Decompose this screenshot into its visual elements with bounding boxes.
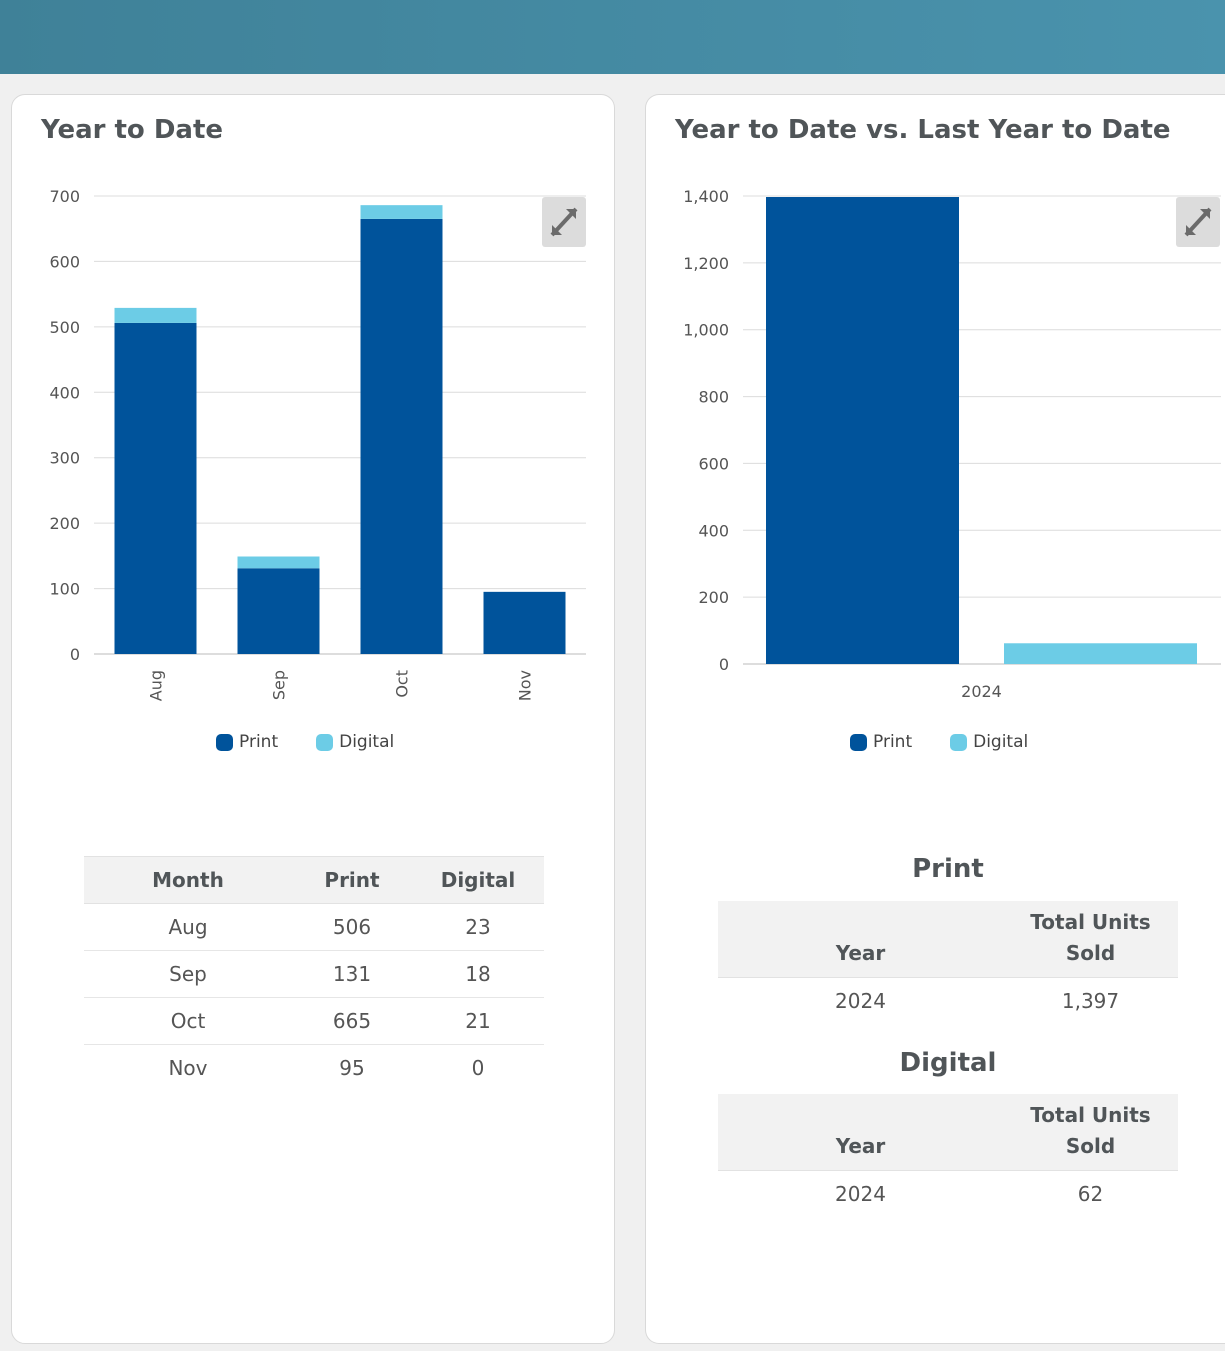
y-tick-label: 700: [49, 187, 80, 206]
y-tick-label: 500: [49, 318, 80, 337]
chart-legend: Print Digital: [216, 732, 394, 752]
y-tick-label: 400: [49, 383, 80, 402]
bar-print-oct[interactable]: [360, 218, 443, 654]
y-tick-label: 400: [698, 521, 729, 540]
y-tick-label: 200: [49, 514, 80, 533]
year-to-date-card: Year to Date 0 100 200 300 400 500 600 700 Aug Se…: [11, 94, 615, 1344]
y-tick-label: 1,200: [683, 254, 729, 273]
legend-label: Print: [239, 732, 279, 752]
bar-digital-sep[interactable]: [237, 556, 320, 569]
legend-swatch-digital: [316, 733, 334, 751]
x-tick-label: Aug: [147, 670, 166, 701]
expand-icon: [1184, 207, 1212, 237]
legend-swatch-digital: [950, 733, 968, 751]
table-row: Oct 665 21: [84, 997, 544, 1045]
y-tick-label: 1,400: [683, 187, 729, 206]
expand-icon: [550, 207, 578, 237]
card-title: Year to Date vs. Last Year to Date: [675, 115, 1171, 145]
table-header-row: Month Print Digital: [84, 856, 544, 904]
cell-total-units: 1,397: [1061, 989, 1120, 1013]
bar-digital-oct[interactable]: [360, 205, 443, 219]
table-header-row: Year Total Units Sold: [718, 1094, 1178, 1171]
cell-digital: 0: [471, 1056, 485, 1080]
cell-year: 2024: [835, 989, 886, 1013]
cell-month: Oct: [84, 997, 292, 1045]
expand-chart-button[interactable]: [1176, 197, 1220, 247]
y-tick-label: 600: [698, 454, 729, 473]
bar-digital-2024[interactable]: [1004, 643, 1197, 664]
ytd-stacked-bar-chart: 0 100 200 300 400 500 600 700 Aug Sep Oct Nov: [49, 187, 586, 701]
legend-swatch-print: [216, 733, 233, 751]
bar-print-sep[interactable]: [237, 568, 320, 654]
bar-print-2024[interactable]: [766, 197, 959, 664]
cell-print: 131: [292, 950, 412, 998]
x-tick-label: 2024: [961, 682, 1002, 701]
column-header-year[interactable]: Year: [718, 1094, 1003, 1171]
expand-chart-button[interactable]: [542, 197, 586, 247]
legend-item-print[interactable]: Print: [216, 732, 278, 752]
legend-label: Print: [873, 732, 913, 752]
column-header-total-units-sold[interactable]: Total Units Sold: [1003, 1094, 1178, 1171]
y-tick-label: 0: [70, 645, 80, 664]
cell-print: 506: [292, 903, 412, 951]
x-tick-label: Oct: [393, 670, 412, 698]
legend-swatch-print: [850, 733, 867, 751]
print-section-title: Print: [912, 854, 984, 884]
cell-print: 95: [339, 1056, 365, 1080]
legend-item-print[interactable]: Print: [850, 732, 912, 752]
cell-print: 665: [292, 997, 412, 1045]
x-tick-label: Sep: [270, 670, 289, 700]
chart-legend: Print Digital: [850, 732, 1028, 752]
card-title: Year to Date: [41, 115, 224, 145]
cell-year: 2024: [835, 1182, 886, 1206]
column-header-year[interactable]: Year: [718, 901, 1003, 978]
y-tick-label: 600: [49, 252, 80, 271]
cell-digital: 23: [412, 903, 544, 951]
ytd-vs-last-year-card: Year to Date vs. Last Year to Date 0 200 4…: [645, 94, 1225, 1344]
x-tick-label: Nov: [516, 670, 535, 701]
table-row: Aug 506 23: [84, 903, 544, 951]
cell-month: Nov: [168, 1056, 208, 1080]
bar-print-nov[interactable]: [483, 591, 566, 654]
legend-item-digital[interactable]: Digital: [316, 732, 394, 752]
y-tick-label: 100: [49, 580, 80, 599]
bar-digital-aug[interactable]: [114, 307, 197, 323]
digital-section-title: Digital: [899, 1048, 997, 1078]
table-header-row: Year Total Units Sold: [718, 901, 1178, 978]
cell-month: Aug: [84, 903, 292, 951]
table-row: Nov 95 0: [84, 1045, 544, 1092]
cell-digital: 21: [412, 997, 544, 1045]
monthly-units-table: Month Print Digital Aug 506 23 Sep 131 1…: [84, 856, 544, 1091]
column-header-total-units-sold[interactable]: Total Units Sold: [1003, 901, 1178, 978]
column-header-print[interactable]: Print: [292, 856, 412, 904]
legend-item-digital[interactable]: Digital: [950, 732, 1028, 752]
column-header-digital[interactable]: Digital: [412, 856, 544, 904]
legend-label: Digital: [339, 732, 395, 752]
print-units-table: Year Total Units Sold 2024 1,397: [718, 901, 1178, 1024]
y-tick-label: 800: [698, 388, 729, 407]
cell-total-units: 62: [1077, 1182, 1104, 1206]
ytd-vs-lytd-bar-chart: 0 200 400 600 800 1,000 1,200 1,400 2024: [683, 187, 1221, 701]
table-row: Sep 131 18: [84, 950, 544, 998]
table-row: 2024 62: [718, 1171, 1178, 1218]
legend-label: Digital: [973, 732, 1029, 752]
bar-print-aug[interactable]: [114, 322, 197, 654]
y-tick-label: 300: [49, 449, 80, 468]
y-tick-label: 1,000: [683, 321, 729, 340]
y-tick-label: 0: [719, 655, 729, 674]
column-header-month[interactable]: Month: [84, 856, 292, 904]
digital-units-table: Year Total Units Sold 2024 62: [718, 1094, 1178, 1217]
table-row: 2024 1,397: [718, 978, 1178, 1025]
app-header-bar: [0, 0, 1225, 74]
cell-month: Sep: [84, 950, 292, 998]
y-tick-label: 200: [698, 588, 729, 607]
cell-digital: 18: [412, 950, 544, 998]
